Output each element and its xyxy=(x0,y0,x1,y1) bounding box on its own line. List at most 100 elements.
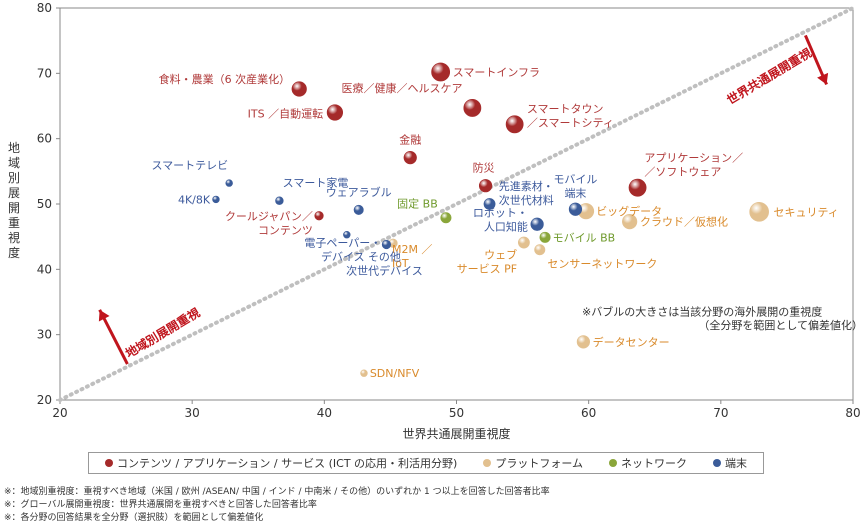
bubble-label: アプリケーション／／ソフトウェア xyxy=(644,152,743,179)
legend-label: 端末 xyxy=(725,457,748,470)
legend-marker xyxy=(713,459,722,467)
y-tick-label: 80 xyxy=(37,1,52,15)
bubble-label: ウェアラブル xyxy=(326,185,392,199)
global-arrow-label: 世界共通展開重視 xyxy=(724,45,814,107)
bubble-label: ITS ／自動運転 xyxy=(248,107,323,121)
y-tick-label: 30 xyxy=(37,328,52,342)
y-tick-label: 20 xyxy=(37,393,52,407)
bubble xyxy=(326,104,344,121)
bubble xyxy=(431,62,451,82)
diagonal-line xyxy=(58,6,855,402)
bubble-size-note: （全分野を範囲として偏差値化） xyxy=(698,318,863,332)
bubble xyxy=(463,99,482,117)
bubble xyxy=(291,81,307,97)
bubble xyxy=(353,204,364,215)
bubble-label: スマート家電 xyxy=(283,176,349,190)
bubble-label: クラウド／仮想化 xyxy=(640,215,728,229)
bubble xyxy=(518,236,530,249)
bubble-label: 先進素材・次世代材料 xyxy=(499,179,554,207)
bubble xyxy=(381,239,392,250)
bubble-label: ビッグデータ xyxy=(596,204,662,218)
x-tick-label: 30 xyxy=(185,406,200,420)
chart-legend: コンテンツ / アプリケーション / サービス (ICT の応用・利活用分野) … xyxy=(88,452,764,474)
legend-label: プラットフォーム xyxy=(495,457,584,470)
bubble-label: モバイル BB xyxy=(553,231,616,244)
x-tick-label: 50 xyxy=(449,406,464,420)
bubble-label: SDN/NFV xyxy=(370,367,420,380)
bubble xyxy=(539,231,551,243)
bubble xyxy=(212,195,220,204)
bubble-label: 電子ペーパー・デバイス xyxy=(304,237,381,264)
bubble-label: 金融 xyxy=(399,133,421,147)
footnote: ※：グローバル展開重視度：世界共通展開を重視すべきと回答した回答者比率 xyxy=(4,500,317,510)
arrow-head xyxy=(817,72,829,85)
bubble xyxy=(534,244,546,256)
bubble-label: クールジャパン／コンテンツ xyxy=(225,210,313,237)
bubble-label: スマートタウン／スマートシティ xyxy=(527,102,614,129)
bubble-label: ロボット・人口知能 xyxy=(473,206,528,233)
bubble xyxy=(403,151,417,165)
bubble xyxy=(483,198,496,210)
regional-arrow xyxy=(98,309,129,365)
bubble-label: 4K/8K xyxy=(178,193,211,206)
bubble-label: センサーネットワーク xyxy=(547,258,657,271)
bubble-size-note: ※バブルの大きさは当該分野の海外展開の重視度 xyxy=(582,305,822,319)
x-tick-label: 80 xyxy=(845,406,860,420)
bubble-label: モバイル端末 xyxy=(553,173,597,200)
global-arrow xyxy=(804,34,829,86)
bubble xyxy=(360,369,368,377)
chart-axes: 20 30 40 50 60 70 80 20 30 40 50 60 70 80 世界共通展開重視度 地域別… xyxy=(8,1,861,441)
bubble xyxy=(568,202,583,216)
legend-marker xyxy=(104,459,113,467)
bubble-chart: 20 30 40 50 60 70 80 20 30 40 50 60 70 80 世界共通展開重視度 地域別… xyxy=(8,1,863,441)
bubble-layer xyxy=(212,62,769,377)
x-tick-label: 40 xyxy=(317,406,332,420)
bubble-label: 防災 xyxy=(473,161,495,175)
y-tick-label: 70 xyxy=(37,66,52,80)
bubble-label: 食料・農業（6 次産業化） xyxy=(159,72,291,86)
bubble-label: スマートインフラ xyxy=(453,66,540,79)
y-tick-label: 60 xyxy=(37,132,52,146)
x-tick-label: 60 xyxy=(581,406,596,420)
bubble xyxy=(576,335,590,349)
legend-item-network: ネットワーク xyxy=(609,455,687,471)
y-tick-label: 40 xyxy=(37,262,52,276)
bubble xyxy=(275,196,284,205)
legend-item-platform: プラットフォーム xyxy=(483,455,583,471)
bubble-label: 固定 BB xyxy=(397,197,438,211)
legend-label: ネットワーク xyxy=(621,457,688,470)
bubble xyxy=(314,211,324,221)
bubble-label: M2M ／ IoT xyxy=(392,243,432,270)
x-axis-title: 世界共通展開重視度 xyxy=(402,426,510,441)
footnote: ※：各分野の回答結果を全分野（選択肢）を範囲として偏差値化 xyxy=(4,513,264,523)
footnotes: ※：地域別重視度：重視すべき地域（米国 / 欧州 /ASEAN/ 中国 / イン… xyxy=(4,486,550,525)
bubble xyxy=(530,217,544,231)
legend-label: コンテンツ / アプリケーション / サービス (ICT の応用・利活用分野) xyxy=(116,457,458,470)
bubble xyxy=(505,115,524,134)
bubble xyxy=(628,178,647,197)
legend-item-device: 端末 xyxy=(713,455,747,471)
arrow-shaft xyxy=(98,309,129,365)
regional-arrow-label: 地域別展開重視 xyxy=(123,305,203,361)
bubble xyxy=(478,179,493,193)
legend-item-content: コンテンツ / アプリケーション / サービス (ICT の応用・利活用分野) xyxy=(104,455,458,471)
y-tick-label: 50 xyxy=(37,197,52,211)
bubble-label: データセンター xyxy=(593,335,670,349)
bubble xyxy=(622,214,638,230)
bubble-label: スマートテレビ xyxy=(151,159,228,172)
bubble-label: ウェブサービス PF xyxy=(457,248,517,276)
bubble-label: その他次世代デバイス xyxy=(346,251,423,278)
bubble-label: セキュリティ xyxy=(773,206,838,219)
footnote: ※：地域別重視度：重視すべき地域（米国 / 欧州 /ASEAN/ 中国 / イン… xyxy=(4,487,550,497)
bubble xyxy=(749,202,769,222)
legend-marker xyxy=(609,459,618,467)
x-tick-label: 70 xyxy=(713,406,728,420)
bubble xyxy=(343,231,351,239)
bubble-label: 医療／健康／ヘルスケア xyxy=(342,81,463,95)
bubble xyxy=(225,179,233,187)
x-tick-label: 20 xyxy=(52,406,67,420)
y-axis-title: 地域別展開重視度 xyxy=(8,141,20,260)
bubble xyxy=(440,212,452,224)
arrow-head xyxy=(98,309,110,322)
